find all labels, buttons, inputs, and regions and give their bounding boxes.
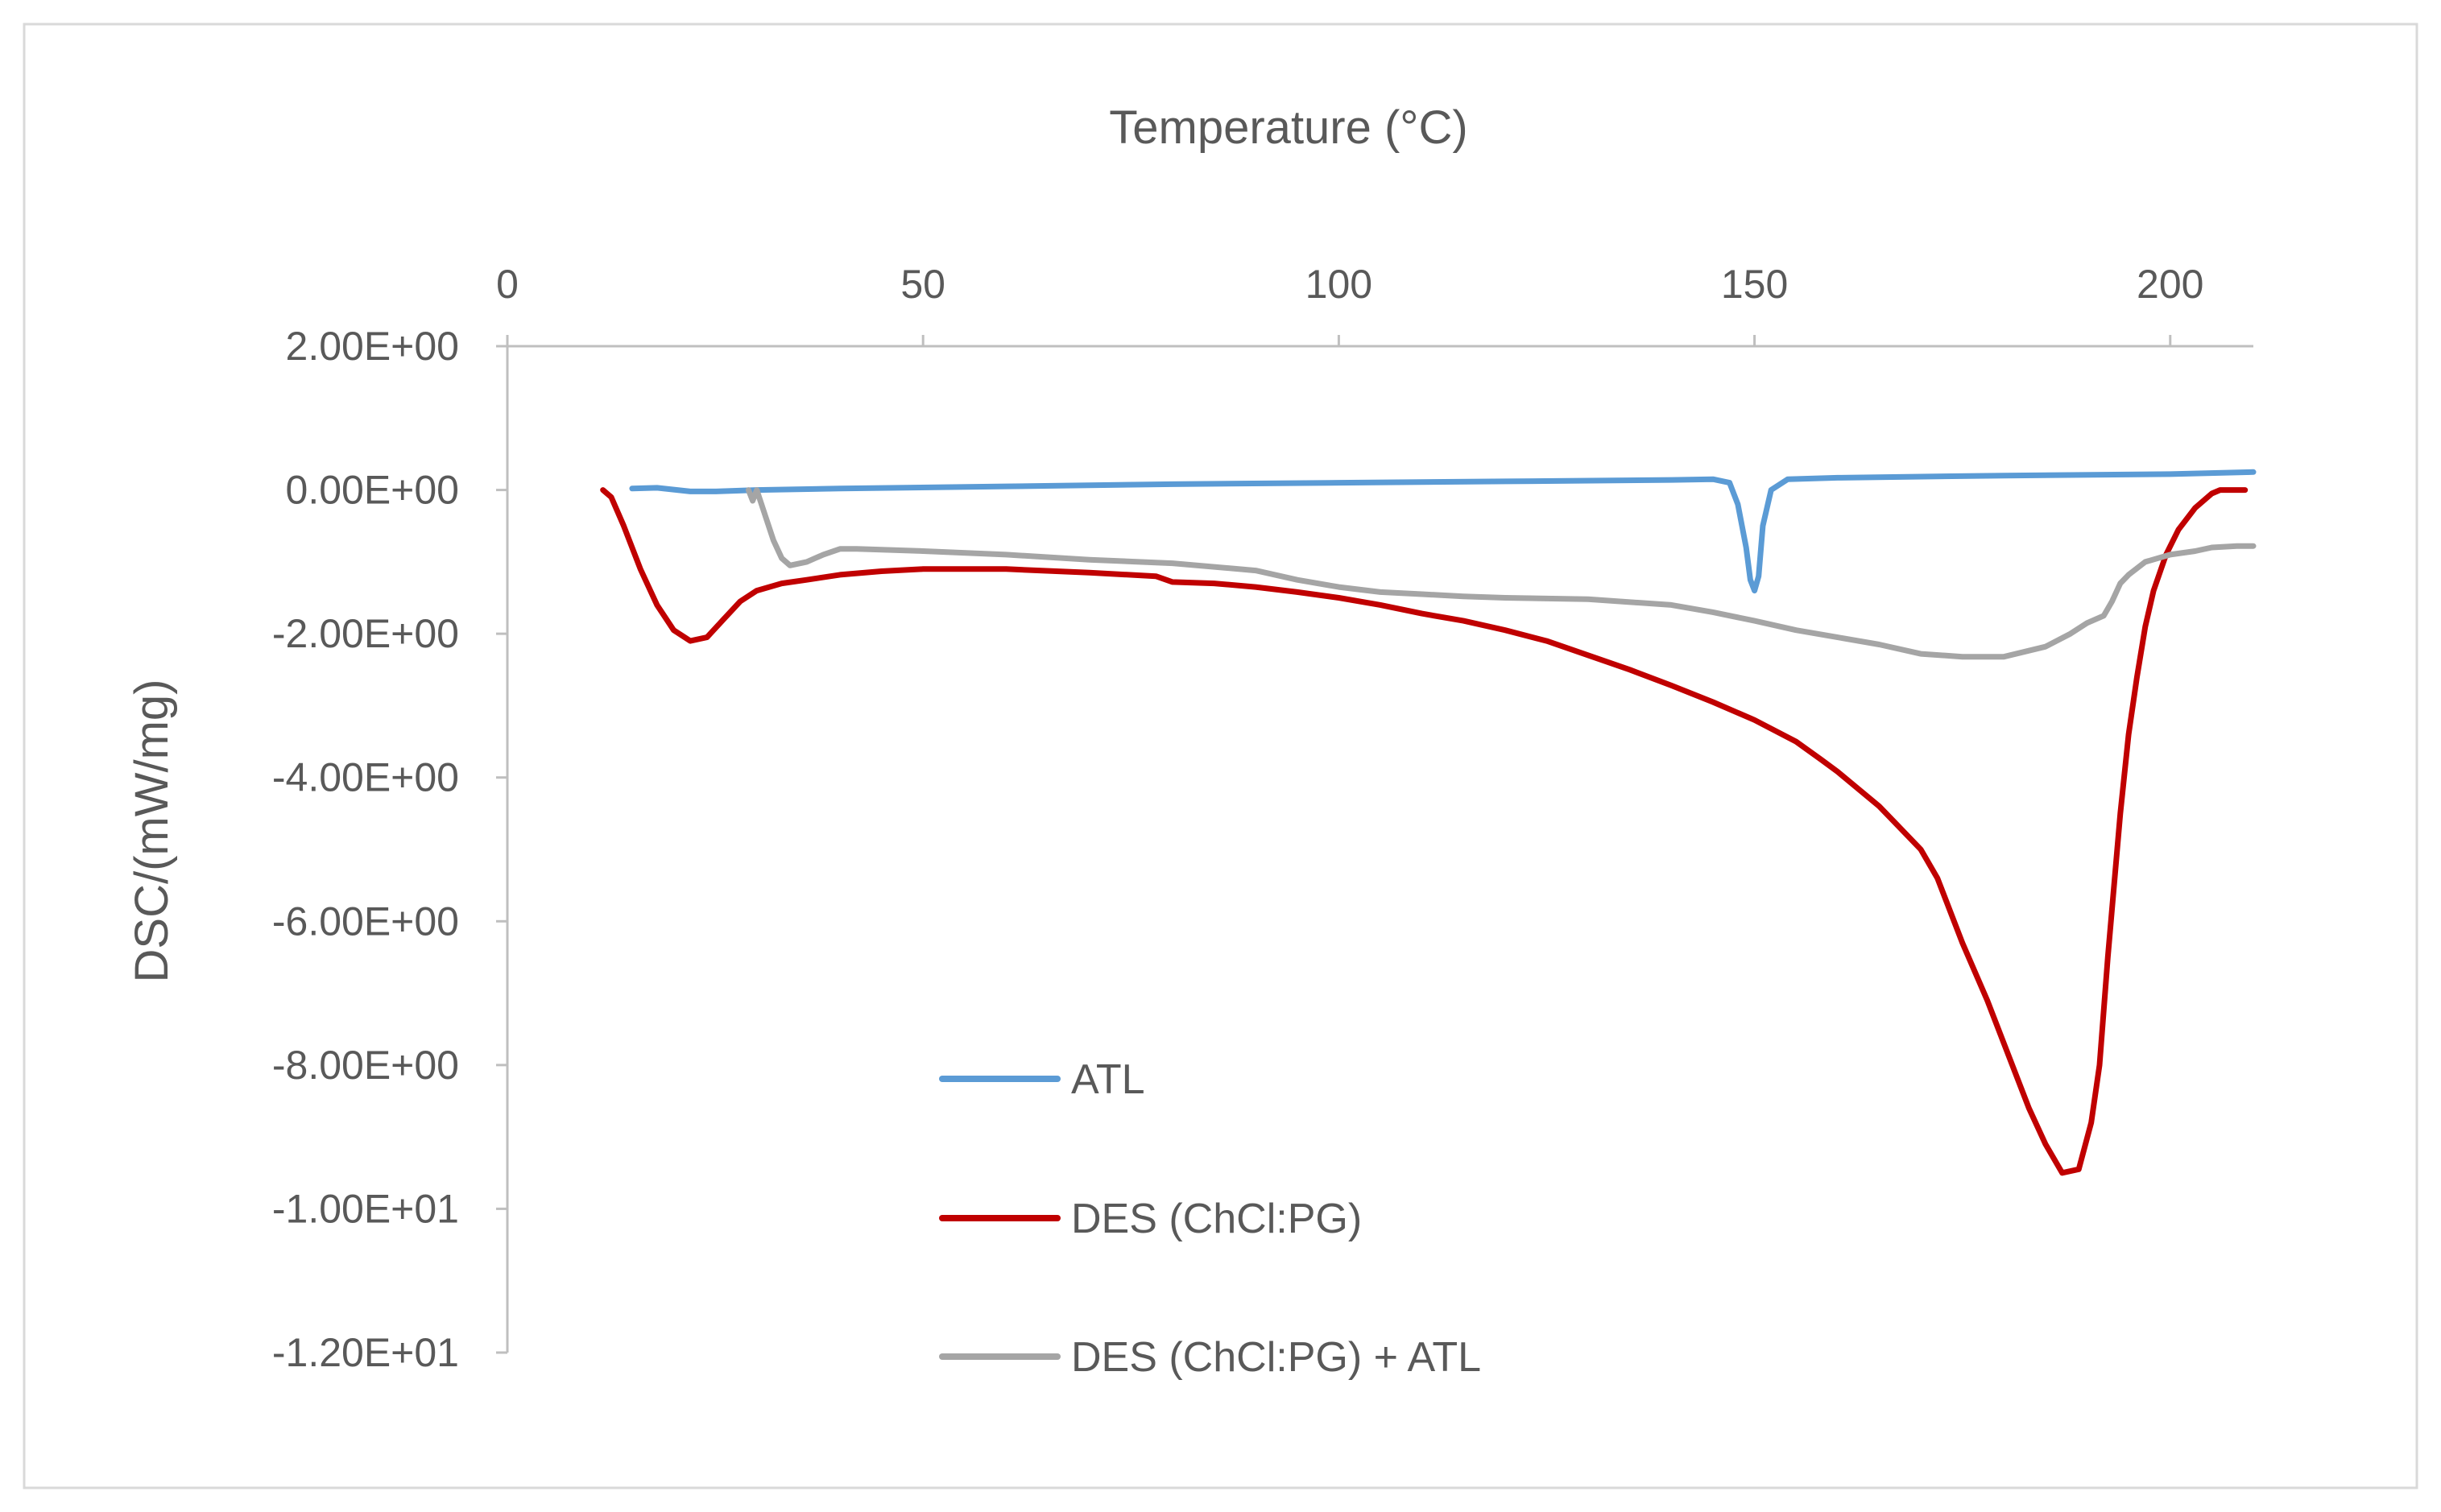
x-tick-label: 200 xyxy=(2137,262,2203,307)
y-tick-label: 0.00E+00 xyxy=(286,468,459,513)
series-line-3 xyxy=(745,487,2257,660)
y-tick-label: -1.20E+01 xyxy=(272,1330,459,1375)
x-tick-label: 100 xyxy=(1305,262,1372,307)
chart-border xyxy=(23,23,2418,1489)
legend-label-2: DES (ChCl:PG) xyxy=(1071,1196,1362,1242)
x-tick-label: 150 xyxy=(1721,262,1788,307)
x-tick-label: 50 xyxy=(900,262,945,307)
legend: ATL DES (ChCl:PG) DES (ChCl:PG) + ATL xyxy=(939,1056,1481,1381)
y-tick-label: -1.00E+01 xyxy=(272,1186,459,1231)
y-tick-label: -4.00E+00 xyxy=(272,755,459,800)
x-axis-title: Temperature (°C) xyxy=(1109,101,1467,154)
y-axis-title: DSC/(mW/mg) xyxy=(126,680,178,983)
y-tick-label: -2.00E+00 xyxy=(272,611,459,656)
axes: 0 50 100 150 200 2.00E+00 0.00E+00 -2.00E+00 -4.… xyxy=(272,262,2253,1375)
plot-area xyxy=(600,469,2257,1176)
legend-label-1: ATL xyxy=(1071,1056,1145,1103)
legend-label-3: DES (ChCl:PG) + ATL xyxy=(1071,1334,1481,1381)
y-tick-label: -8.00E+00 xyxy=(272,1043,459,1088)
y-tick-label: 2.00E+00 xyxy=(286,324,459,369)
y-tick-label: -6.00E+00 xyxy=(272,899,459,944)
series-line-2 xyxy=(600,487,2249,1176)
x-tick-label: 0 xyxy=(496,262,519,307)
